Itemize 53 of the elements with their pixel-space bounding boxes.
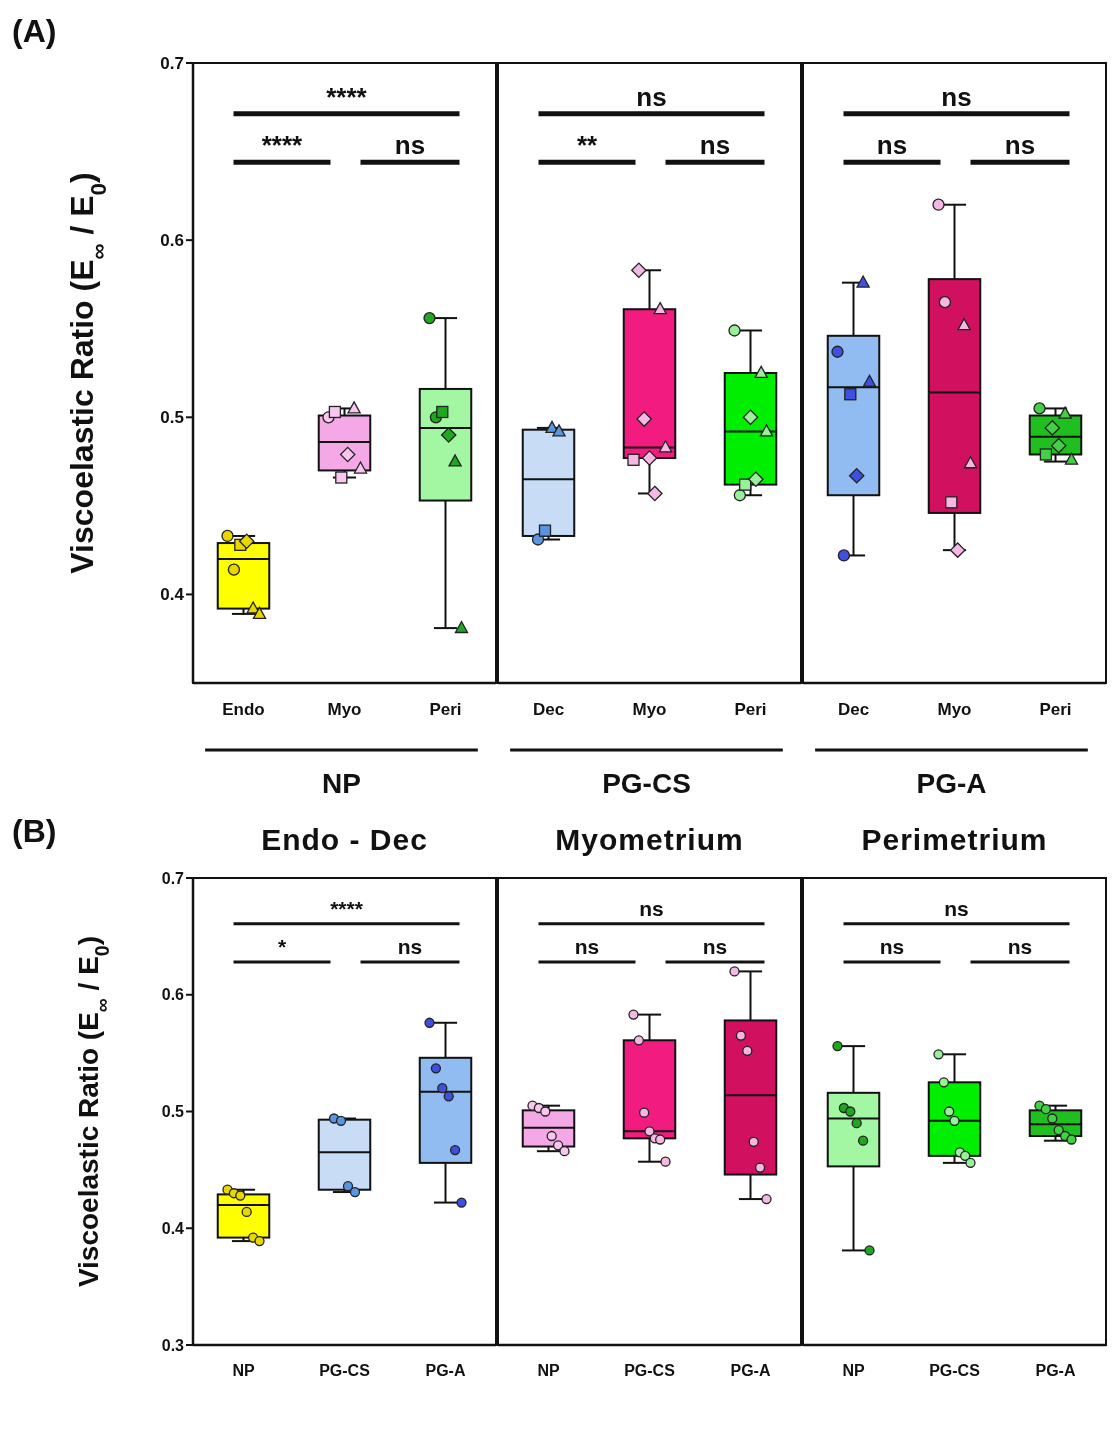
x-tick-label: Dec bbox=[837, 700, 870, 720]
x-tick-label: Peri bbox=[429, 700, 462, 720]
x-tick-label: Peri bbox=[734, 700, 767, 720]
annotation: ns bbox=[699, 130, 731, 161]
annotation: ns bbox=[1004, 130, 1036, 161]
y-tick-label: 0.7 bbox=[161, 869, 185, 887]
annotation: **** bbox=[330, 896, 364, 920]
chart-title: Perimetrium bbox=[861, 823, 1048, 856]
x-tick-label: NP bbox=[537, 1362, 560, 1380]
annotation: * bbox=[277, 935, 287, 959]
x-axis-title: NP bbox=[322, 768, 361, 799]
y-tick-label: 0.6 bbox=[161, 986, 185, 1004]
y-tick-label: 0.6 bbox=[160, 231, 184, 251]
x-axis-title: PG-CS bbox=[602, 768, 691, 799]
x-tick-label: Peri bbox=[1039, 700, 1072, 720]
annotation: ns bbox=[879, 935, 905, 959]
x-tick-label: PG-CS bbox=[624, 1362, 676, 1380]
x-tick-label: Myo bbox=[937, 700, 972, 720]
x-tick-label: PG-A bbox=[730, 1362, 771, 1380]
annotation: ns bbox=[941, 81, 972, 112]
annotation: ns bbox=[394, 130, 426, 161]
x-tick-label: Endo bbox=[222, 700, 265, 720]
x-tick-label: Myo bbox=[632, 700, 667, 720]
x-tick-label: PG-A bbox=[1035, 1362, 1076, 1380]
x-tick-label: PG-CS bbox=[319, 1362, 371, 1380]
y-tick-label: 0.4 bbox=[161, 1219, 185, 1237]
y-tick-label: 0.5 bbox=[160, 408, 184, 428]
chart-title: Myometrium bbox=[555, 823, 744, 856]
y-tick-label: 0.3 bbox=[161, 1336, 185, 1354]
annotation: ns bbox=[636, 81, 667, 112]
x-axis-title: PG-A bbox=[916, 768, 987, 799]
annotation: ns bbox=[702, 935, 728, 959]
y-tick-label: 0.7 bbox=[160, 54, 184, 74]
annotation: ns bbox=[639, 896, 664, 920]
annotation: ns bbox=[397, 935, 423, 959]
x-tick-label: PG-CS bbox=[929, 1362, 981, 1380]
x-tick-label: NP bbox=[842, 1362, 865, 1380]
annotation: **** bbox=[261, 130, 304, 161]
annotation: ns bbox=[944, 896, 969, 920]
x-tick-label: NP bbox=[232, 1362, 255, 1380]
y-tick-label: 0.4 bbox=[160, 585, 185, 605]
text: (A) bbox=[12, 13, 57, 49]
annotation: **** bbox=[326, 81, 368, 112]
annotation: ** bbox=[576, 130, 598, 161]
x-tick-label: Myo bbox=[327, 700, 362, 720]
x-tick-label: Dec bbox=[532, 700, 565, 720]
annotation: ns bbox=[574, 935, 600, 959]
y-tick-label: 0.5 bbox=[161, 1103, 185, 1121]
x-tick-label: PG-A bbox=[425, 1362, 466, 1380]
chart-title: Endo - Dec bbox=[261, 823, 428, 856]
annotation: ns bbox=[1007, 935, 1033, 959]
text: (B) bbox=[12, 813, 57, 849]
annotation: ns bbox=[876, 130, 908, 161]
